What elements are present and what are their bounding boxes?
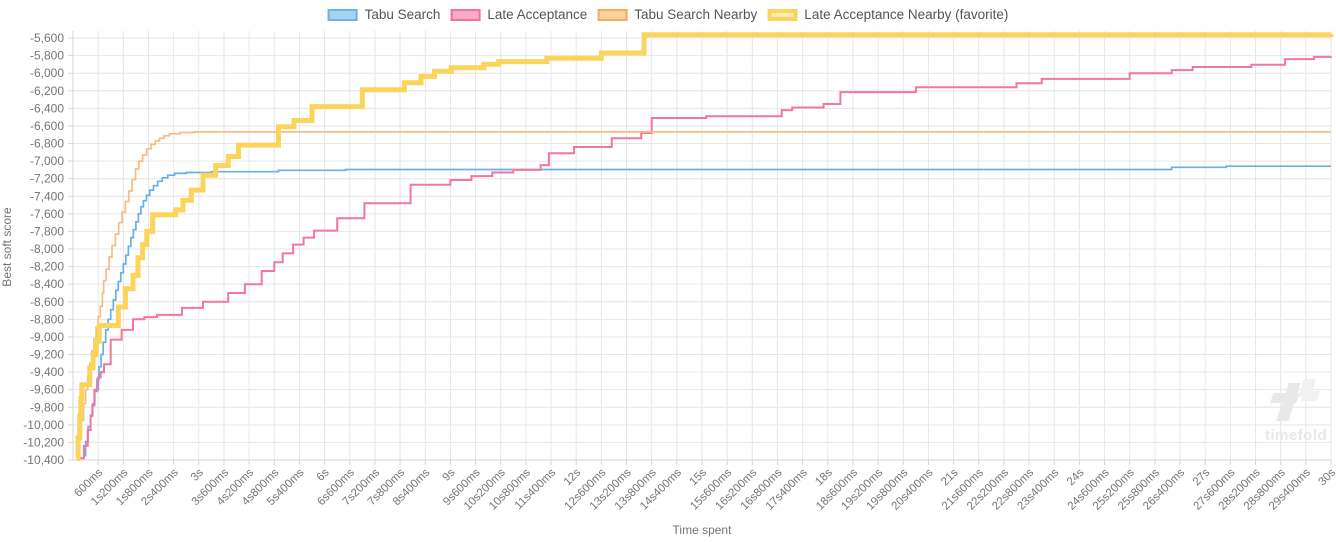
y-tick-label: -10,400: [23, 453, 64, 467]
y-tick-label: -6,600: [30, 119, 64, 133]
x-tick-label: 6s: [315, 466, 332, 483]
legend-item-tabu-search[interactable]: Tabu Search: [327, 7, 441, 22]
y-tick-label: -8,800: [30, 312, 64, 326]
x-tick-label: 21s: [939, 466, 961, 488]
legend-swatch-icon: [767, 8, 798, 21]
legend-label: Tabu Search Nearby: [634, 7, 758, 22]
y-tick-label: -7,600: [30, 207, 64, 221]
timefold-logo-icon: [1270, 379, 1321, 421]
axes: [68, 31, 1332, 465]
legend-item-late-acceptance[interactable]: Late Acceptance: [450, 7, 587, 22]
y-axis-title: Best soft score: [0, 207, 14, 287]
tick-labels: -5,600 -5,800 -6,000 -6,200 -6,400 -6,600 -6,8…: [23, 31, 1336, 513]
y-tick-label: -8,600: [30, 295, 64, 309]
series-line-late-acceptance-nearby-favorite: [75, 32, 1334, 461]
legend-swatch-icon: [450, 8, 481, 21]
legend-label: Tabu Search: [364, 7, 441, 22]
y-tick-label: -9,200: [30, 348, 64, 362]
x-tick-label: 3s: [189, 466, 206, 483]
y-tick-label: -5,800: [30, 49, 64, 63]
y-tick-label: -10,000: [23, 418, 64, 432]
y-tick-label: -7,200: [30, 172, 64, 186]
x-axis-title: Time spent: [672, 523, 732, 537]
y-tick-label: -8,400: [30, 277, 64, 291]
series-line-tabu-search: [83, 165, 1331, 457]
y-tick-label: -5,600: [30, 31, 64, 45]
x-tick-label: 24s: [1065, 466, 1087, 488]
y-tick-label: -6,000: [30, 66, 64, 80]
x-tick-label: 15s: [688, 466, 710, 488]
y-tick-label: -6,400: [30, 101, 64, 115]
watermark-brand: timefold: [1264, 427, 1328, 444]
y-tick-label: -9,400: [30, 365, 64, 379]
legend-swatch-icon: [597, 8, 628, 21]
y-tick-label: -9,800: [30, 400, 64, 414]
series-line-late-acceptance: [79, 55, 1332, 460]
legend-label: Late Acceptance Nearby (favorite): [804, 7, 1009, 22]
gridlines: [73, 31, 1332, 461]
y-tick-label: -9,000: [30, 330, 64, 344]
series-line-tabu-search-nearby: [77, 131, 1331, 461]
watermark: timefold: [1258, 379, 1334, 444]
y-tick-label: -8,200: [30, 260, 64, 274]
legend-item-tabu-search-nearby[interactable]: Tabu Search Nearby: [597, 7, 757, 22]
series-lines: [75, 32, 1334, 461]
y-tick-label: -7,000: [30, 154, 64, 168]
y-tick-label: -6,800: [30, 137, 64, 151]
x-tick-label: 12s: [562, 466, 584, 488]
legend-swatch-icon: [327, 8, 358, 21]
y-tick-label: -6,200: [30, 84, 64, 98]
y-tick-label: -7,400: [30, 189, 64, 203]
legend-item-late-acceptance-nearby-favorite[interactable]: Late Acceptance Nearby (favorite): [767, 7, 1008, 22]
y-tick-label: -7,800: [30, 224, 64, 238]
y-tick-label: -8,000: [30, 242, 64, 256]
y-tick-label: -10,200: [23, 435, 64, 449]
x-tick-label: 18s: [813, 466, 835, 488]
x-tick-label: 9s: [440, 466, 457, 483]
chart-legend: Tabu Search Late Acceptance Tabu Search Ne…: [327, 7, 1008, 22]
x-tick-label: 27s: [1191, 466, 1213, 488]
y-tick-label: -9,600: [30, 383, 64, 397]
legend-label: Late Acceptance: [487, 7, 588, 22]
x-tick-label: 30s: [1317, 466, 1336, 488]
